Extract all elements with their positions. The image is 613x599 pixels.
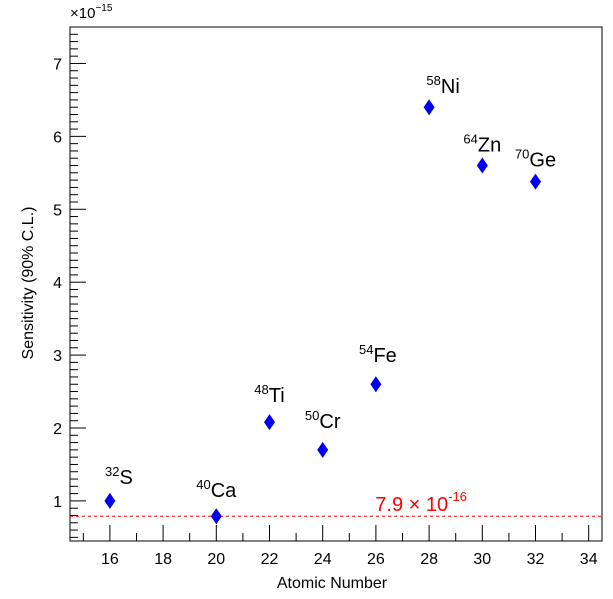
data-point [317, 441, 329, 458]
point-label: 70Ge [515, 147, 556, 172]
x-tick-label: 18 [154, 551, 172, 568]
x-tick-label: 32 [527, 551, 545, 568]
plot-frame [69, 26, 603, 542]
x-axis-title: Atomic Number [277, 575, 388, 592]
y-axis-title: Sensitivity (90% C.L.) [20, 207, 37, 360]
point-label: 40Ca [196, 477, 237, 502]
y-tick-label: 7 [53, 56, 62, 73]
y-tick-label: 1 [53, 494, 62, 511]
y-tick-label: 4 [53, 275, 62, 292]
data-point [476, 157, 488, 174]
x-tick-label: 20 [207, 551, 225, 568]
y-tick-label: 6 [53, 129, 62, 146]
y-tick-label: 2 [53, 421, 62, 438]
point-label: 64Zn [463, 132, 501, 157]
point-label: 48Ti [254, 382, 284, 407]
x-tick-label: 28 [420, 551, 438, 568]
y-tick-label: 3 [53, 348, 62, 365]
data-point [530, 173, 541, 190]
point-label: 50Cr [305, 408, 341, 433]
data-point [423, 99, 435, 116]
x-tick-label: 26 [367, 551, 385, 568]
y-axis: 1 2 3 4 5 6 7 [53, 33, 86, 538]
x-tick-label: 34 [580, 551, 598, 568]
point-labels: 32S 40Ca 48Ti 50Cr 54Fe 58Ni 64Zn 70Ge [105, 73, 556, 502]
data-point [264, 414, 275, 431]
reference-line-label: 7.9 × 10-16 [375, 489, 467, 516]
point-label: 32S [105, 464, 133, 489]
y-multiplier-label: ×10−15 [70, 3, 113, 22]
x-tick-label: 16 [101, 551, 119, 568]
x-tick-label: 30 [473, 551, 491, 568]
y-tick-label: 5 [53, 202, 62, 219]
x-axis: 16 18 20 22 24 26 28 30 32 34 [82, 525, 598, 568]
data-point [370, 376, 382, 393]
x-tick-label: 22 [261, 551, 279, 568]
point-label: 58Ni [426, 73, 459, 98]
data-point [210, 508, 222, 525]
point-label: 54Fe [359, 342, 397, 367]
data-point [104, 492, 116, 509]
x-tick-label: 24 [314, 551, 332, 568]
data-points [104, 99, 541, 525]
